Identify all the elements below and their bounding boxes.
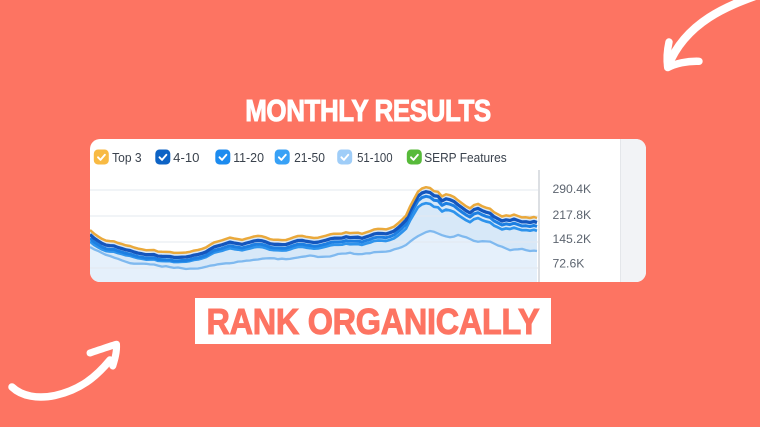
svg-text:SERP Features: SERP Features (424, 150, 507, 165)
svg-text:145.2K: 145.2K (553, 232, 592, 246)
svg-text:4-10: 4-10 (173, 150, 199, 165)
svg-text:Top 3: Top 3 (112, 150, 142, 165)
svg-text:51-100: 51-100 (357, 150, 393, 165)
svg-text:21-50: 21-50 (294, 150, 325, 165)
svg-text:72.6K: 72.6K (553, 256, 585, 270)
svg-text:217.8K: 217.8K (553, 208, 592, 222)
svg-text:11-20: 11-20 (233, 150, 264, 165)
svg-text:290.4K: 290.4K (553, 182, 592, 196)
